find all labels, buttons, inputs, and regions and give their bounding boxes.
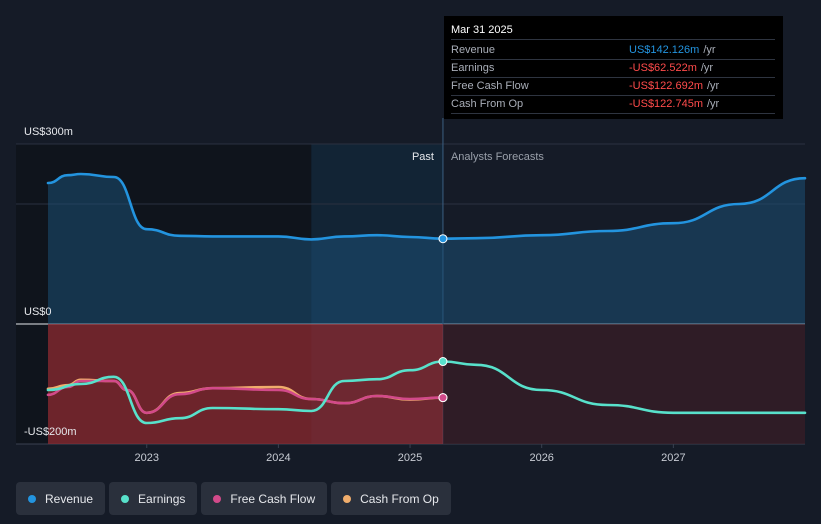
legend-item-earnings[interactable]: Earnings — [109, 482, 198, 515]
earnings-line — [46, 360, 807, 425]
tooltip-row-value: -US$122.745m — [629, 98, 703, 110]
legend-item-free-cash-flow[interactable]: Free Cash Flow — [201, 482, 328, 515]
tooltip-row-label: Cash From Op — [451, 98, 524, 110]
x-tick-label: 2025 — [398, 452, 422, 464]
y-axis-label: -US$200m — [24, 426, 77, 438]
revenue-marker — [438, 234, 448, 244]
revenue-area — [48, 174, 805, 324]
legend-dot-icon — [28, 494, 36, 503]
x-tick-label: 2026 — [529, 452, 553, 464]
tooltip-row-earnings: Earnings -US$62.522m/yr — [451, 60, 775, 78]
legend-item-revenue[interactable]: Revenue — [16, 482, 106, 515]
legend-label: Cash From Op — [360, 491, 439, 506]
y-axis-label: US$0 — [24, 306, 52, 318]
tooltip-row-suffix: /yr — [707, 98, 720, 110]
tooltip-row-free-cash-flow: Free Cash Flow -US$122.692m/yr — [451, 78, 775, 96]
x-tick-label: 2024 — [266, 452, 290, 464]
negative-forecast-area — [442, 324, 805, 444]
forecast-label: Analysts Forecasts — [451, 151, 544, 163]
tooltip-row-revenue: Revenue US$142.126m/yr — [451, 42, 775, 60]
tooltip-row-value: US$142.126m — [629, 44, 700, 56]
free-cash-flow-marker — [438, 393, 448, 403]
legend-item-cash-from-op[interactable]: Cash From Op — [331, 482, 451, 515]
x-tick-label: 2023 — [134, 452, 158, 464]
legend-label: Earnings — [138, 491, 186, 506]
y-axis-label: US$300m — [24, 126, 73, 138]
tooltip-row-cash-from-op: Cash From Op -US$122.745m/yr — [451, 96, 775, 114]
tooltip-row-value: -US$122.692m — [629, 80, 703, 92]
legend-label: Revenue — [45, 491, 94, 506]
tooltip-row-label: Free Cash Flow — [451, 80, 529, 92]
earnings-marker — [438, 357, 448, 367]
legend-dot-icon — [343, 494, 352, 503]
legend-dot-icon — [121, 494, 130, 503]
tooltip-row-label: Earnings — [451, 62, 495, 74]
free-cash-flow-line — [46, 379, 445, 415]
negative-past-area — [48, 324, 443, 444]
past-label: Past — [412, 151, 434, 163]
tooltip-row-suffix: /yr — [703, 44, 716, 56]
x-tick-label: 2027 — [661, 452, 685, 464]
tooltip-row-label: Revenue — [451, 44, 496, 56]
legend-label: Free Cash Flow — [230, 491, 316, 506]
tooltip-row-value: -US$62.522m — [629, 62, 697, 74]
revenue-line — [46, 172, 807, 241]
legend-dot-icon — [213, 494, 222, 503]
tooltip-date: Mar 31 2025 — [451, 22, 775, 40]
tooltip-row-suffix: /yr — [707, 80, 720, 92]
legend: Revenue Earnings Free Cash Flow Cash From O… — [16, 482, 451, 515]
tooltip-panel: Mar 31 2025 Revenue US$142.126m/yr Earning… — [444, 16, 783, 119]
tooltip-row-suffix: /yr — [700, 62, 714, 74]
